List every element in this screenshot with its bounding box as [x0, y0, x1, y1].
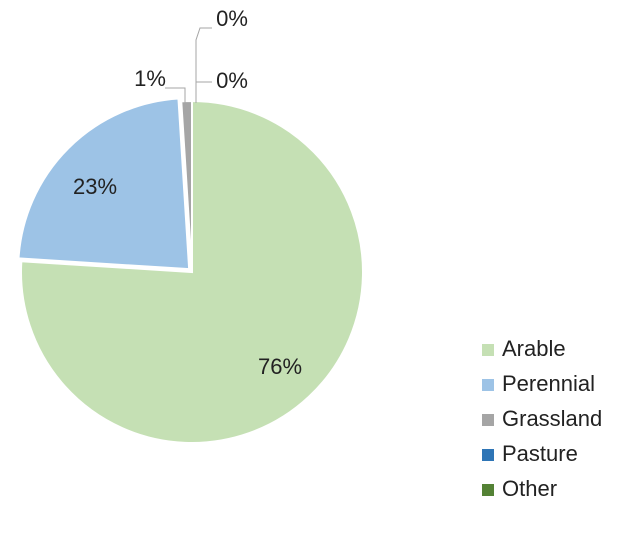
legend-label: Pasture: [502, 441, 578, 466]
legend-swatch: [482, 414, 494, 426]
legend-label: Other: [502, 476, 557, 501]
legend-swatch: [482, 484, 494, 496]
data-label: 76%: [258, 354, 302, 379]
data-label: 1%: [134, 66, 166, 91]
leader-line: [165, 87, 186, 103]
leader-line: [195, 81, 212, 103]
legend-swatch: [482, 344, 494, 356]
legend-swatch: [482, 379, 494, 391]
leader-line: [195, 27, 212, 103]
legend-label: Grassland: [502, 406, 602, 431]
data-label: 23%: [73, 174, 117, 199]
legend-swatch: [482, 449, 494, 461]
legend-label: Arable: [502, 336, 566, 361]
pie-slice: [20, 99, 364, 444]
data-label: 0%: [216, 68, 248, 93]
legend-label: Perennial: [502, 371, 595, 396]
data-label: 0%: [216, 6, 248, 31]
pie-slice: [17, 97, 191, 271]
